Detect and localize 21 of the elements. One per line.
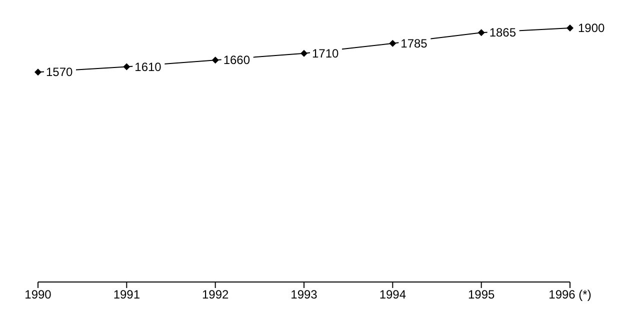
x-tick-label: 1991 [113, 288, 140, 302]
x-tick-label: 1995 [468, 288, 496, 302]
x-tick-label: 1996 (*) [548, 288, 592, 302]
point [300, 50, 308, 57]
point [212, 56, 219, 64]
point [478, 29, 485, 36]
x-tick-label: 1992 [202, 288, 230, 302]
point [123, 63, 130, 70]
data-label: 1570 [46, 65, 74, 80]
data-label: 1865 [489, 26, 516, 40]
point [566, 24, 574, 32]
data-label: 1610 [134, 60, 162, 74]
point [34, 68, 42, 76]
data-label: 1900 [578, 21, 606, 35]
data-label: 1785 [400, 36, 428, 50]
point [389, 40, 396, 47]
x-tick-label: 1994 [379, 288, 406, 302]
data-label: 1660 [223, 53, 250, 68]
x-tick-label: 1990 [24, 288, 52, 302]
data-label: 1710 [312, 46, 340, 60]
x-tick-label: 1993 [290, 288, 318, 302]
